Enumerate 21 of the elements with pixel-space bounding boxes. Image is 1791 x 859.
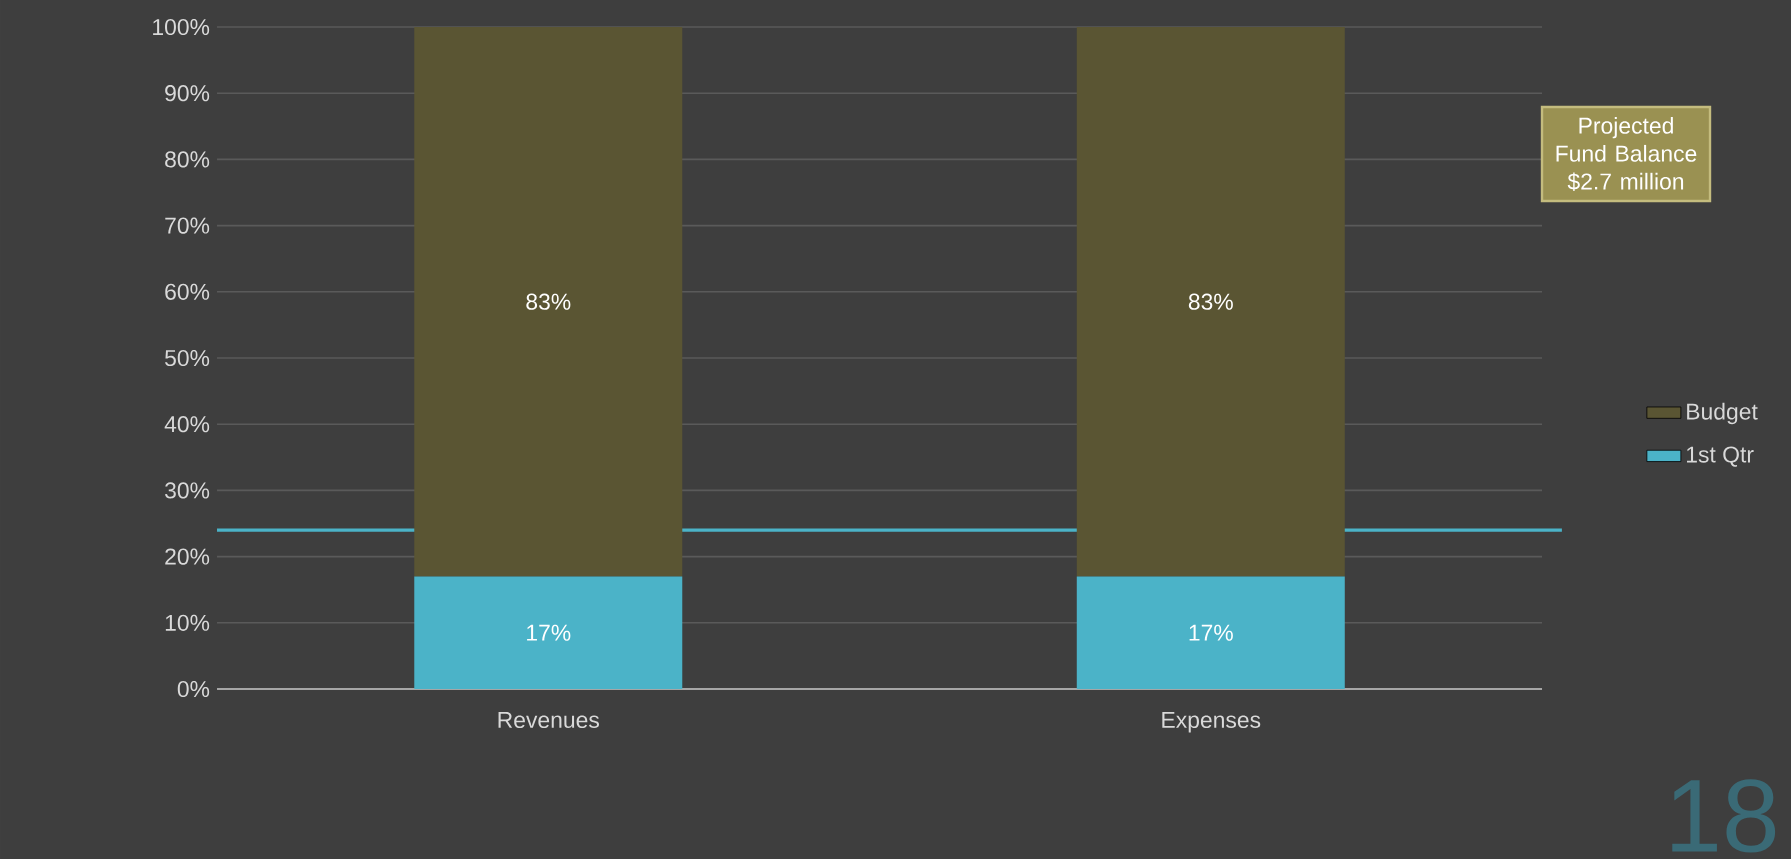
x-tick-label: Revenues [498,712,599,729]
y-tick-label: 70% [165,217,210,234]
data-label: 17% [527,624,571,641]
data-label: 83% [526,293,571,310]
y-tick-label: 80% [165,151,210,168]
legend-label: 1st Qtr [1687,446,1754,467]
y-tick-label: 0% [177,680,210,698]
y-tick-label: 100% [153,18,210,36]
text: Projected Fund Balance $2.7 million [1556,117,1697,191]
y-tick-label: 30% [164,482,210,499]
y-tick-label: 10% [165,614,210,631]
data-label: 83% [1188,293,1233,310]
legend-label: Budget [1687,402,1758,425]
data-label: 17% [1189,624,1233,641]
y-tick-label: 20% [165,548,210,565]
y-tick-label: 40% [164,416,210,433]
text: 18 [1672,779,1776,853]
y-tick-label: 60% [165,283,210,300]
x-tick-label: Expenses [1162,712,1261,733]
y-tick-label: 90% [165,85,210,102]
y-tick-label: 50% [165,349,210,367]
